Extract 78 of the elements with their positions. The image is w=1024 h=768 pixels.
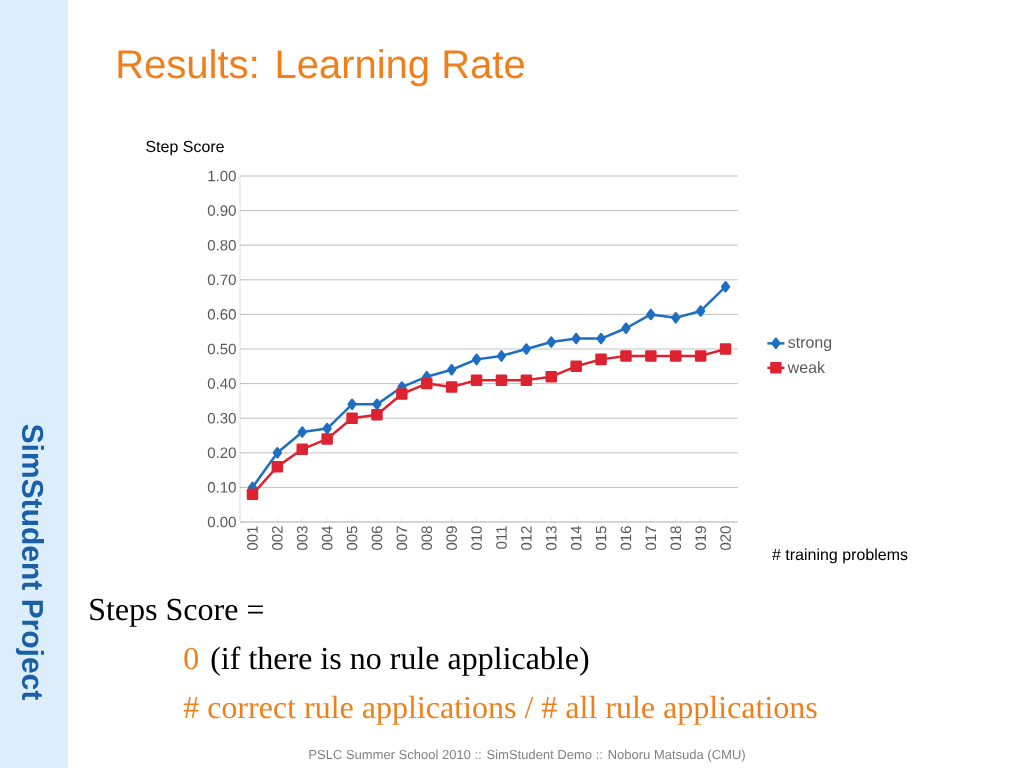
point — [271, 460, 284, 473]
point — [471, 353, 482, 366]
point — [720, 280, 731, 293]
y-tick-label: 0.00 — [207, 516, 236, 528]
point — [447, 364, 457, 376]
x-tick-label: 012 — [521, 526, 532, 550]
x-tick-label: 017 — [645, 526, 657, 550]
point — [696, 305, 706, 317]
point — [371, 408, 383, 421]
y-tick-label: 0.20 — [207, 447, 236, 459]
x-tick-label: 020 — [720, 526, 731, 550]
y-tick-label: 0.90 — [207, 205, 236, 216]
x-tick-label: 003 — [296, 526, 308, 550]
x-tick-label: 014 — [570, 525, 582, 550]
x-tick-label: 011 — [496, 526, 507, 549]
point — [520, 374, 533, 386]
x-tick-label: 002 — [272, 526, 283, 550]
legend-label: weak — [787, 361, 826, 374]
x-tick-label: 010 — [471, 526, 482, 550]
point — [496, 350, 507, 362]
point — [272, 447, 282, 459]
legend-label: strong — [788, 337, 832, 352]
point — [646, 308, 656, 321]
y-tick-label: 1.00 — [208, 170, 236, 182]
x-tick-label: 018 — [670, 526, 682, 550]
y-tick-label: 0.40 — [207, 378, 236, 389]
text: # correct rule applications / # all rule applications — [183, 695, 817, 725]
x-tick-label: 008 — [421, 526, 433, 550]
chart-title: Results: Learning Rate — [118, 49, 524, 87]
text: PSLC Summer School 2010 :: SimStudent Demo :: Noboru Matsuda (CMU) — [309, 749, 745, 762]
point — [571, 332, 581, 345]
x-tick-label: 013 — [545, 526, 557, 550]
x-tick-label: 016 — [620, 526, 632, 550]
x-tick-label: 019 — [695, 526, 706, 550]
point — [495, 374, 508, 386]
point — [445, 381, 458, 393]
text: Steps Score = — [90, 598, 263, 627]
y-tick-label: 0.80 — [207, 239, 236, 251]
point — [521, 343, 531, 355]
y-tick-label: 0.70 — [207, 274, 236, 286]
text: Step Score — [146, 140, 224, 156]
point — [671, 312, 681, 324]
y-tick-label: 0.50 — [207, 343, 236, 355]
point — [645, 350, 657, 362]
x-tick-label: 001 — [247, 526, 258, 550]
point — [470, 374, 483, 386]
x-tick-label: 009 — [446, 526, 457, 550]
point — [396, 388, 408, 400]
point — [421, 377, 433, 390]
x-tick-label: 006 — [371, 526, 383, 550]
y-tick-label: 0.10 — [207, 482, 236, 493]
point — [570, 360, 582, 373]
text: 0 — [184, 647, 198, 670]
point — [546, 336, 556, 348]
point — [297, 426, 307, 438]
point — [621, 322, 631, 334]
point — [596, 332, 606, 345]
point — [670, 350, 682, 362]
point — [296, 443, 308, 456]
point — [595, 353, 607, 366]
x-tick-label: 007 — [396, 526, 408, 550]
x-tick-label: 004 — [321, 525, 333, 550]
text: SimStudent Project — [16, 424, 44, 700]
text: # training problems — [772, 548, 908, 564]
point — [694, 350, 707, 362]
point — [719, 343, 732, 355]
point — [347, 398, 357, 411]
x-tick-label: 005 — [346, 526, 358, 550]
point — [321, 433, 333, 445]
x-tick-label: 015 — [595, 526, 607, 550]
y-tick-label: 0.30 — [207, 412, 236, 424]
point — [545, 370, 558, 383]
y-tick-label: 0.60 — [207, 309, 236, 320]
point — [346, 412, 358, 424]
text: (if there is no rule applicable) — [211, 646, 589, 676]
point — [322, 422, 332, 435]
point — [246, 488, 259, 501]
point — [620, 350, 632, 362]
